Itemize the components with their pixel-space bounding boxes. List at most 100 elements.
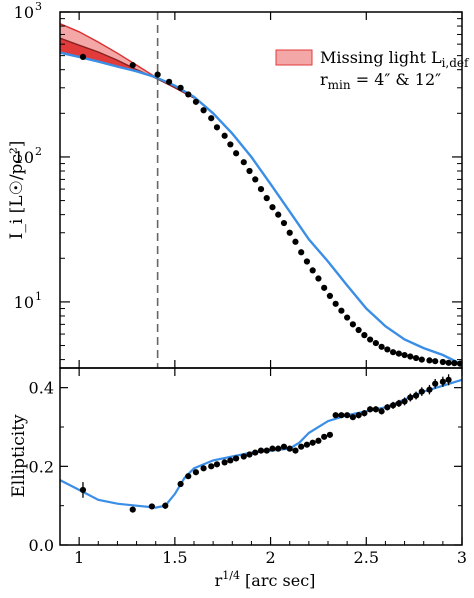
top-data-point <box>213 124 221 131</box>
ellipticity-data-point <box>252 449 259 456</box>
ellipticity-data-point <box>213 461 221 468</box>
top-data-point <box>451 360 458 367</box>
ellipticity-data-point <box>286 445 293 452</box>
bottom-y-tick-label: 0.2 <box>29 457 54 476</box>
ellipticity-data-point <box>338 412 345 419</box>
legend-line2-main: r <box>320 70 328 89</box>
top-data-point <box>445 359 452 366</box>
ellipticity-data-point <box>315 437 322 444</box>
x-axis-label-unit: [arc sec] <box>240 571 315 590</box>
top-data-point <box>185 91 192 98</box>
top-data-point <box>367 336 374 343</box>
legend-line1-main: Missing light L <box>320 48 442 67</box>
top-data-point <box>384 346 391 353</box>
top-data-point <box>269 204 276 211</box>
top-data-point <box>292 238 299 245</box>
top-y-tick-exponent: 3 <box>35 0 42 13</box>
inner-model-line <box>60 37 195 99</box>
ellipticity-data-point <box>321 433 328 440</box>
top-data-point <box>208 115 215 122</box>
top-data-point <box>257 186 265 193</box>
top-data-point <box>280 219 288 227</box>
legend-line-2: rmin = 4″ & 12″ <box>320 70 441 92</box>
top-data-point <box>332 300 339 307</box>
legend-line-1: Missing light Li,def <box>320 48 470 70</box>
x-tick-label: 1 <box>74 548 84 567</box>
ellipticity-data-point <box>275 445 282 452</box>
ellipticity-data-point <box>432 380 439 387</box>
top-data-point <box>407 353 414 360</box>
bottom-plot-frame <box>59 367 463 546</box>
ellipticity-data-point <box>332 412 339 419</box>
ellipticity-data-point <box>269 445 276 452</box>
top-data-point <box>418 356 425 363</box>
ellipticity-data-point <box>246 451 253 458</box>
ellipticity-data-point <box>378 408 385 415</box>
legend: Missing light Li,def rmin = 4″ & 12″ <box>275 48 470 92</box>
x-axis-label-sup: 1/4 <box>222 569 240 582</box>
top-data-point <box>246 167 253 175</box>
top-y-tick-exponent: 1 <box>35 290 42 303</box>
legend-swatch <box>275 49 313 66</box>
bottom-y-axis-label: Ellipticity <box>9 414 29 498</box>
top-data-points <box>79 53 462 367</box>
legend-line2-sub: min <box>328 78 351 92</box>
ellipticity-data-point <box>349 414 356 421</box>
ellipticity-data-point <box>185 473 192 480</box>
ellipticity-model-line <box>60 378 462 509</box>
ellipticity-data-point <box>298 443 305 450</box>
ellipticity-data-point <box>257 447 265 454</box>
ellipticity-data-points <box>79 374 452 513</box>
ellipticity-data-point <box>309 439 316 446</box>
ellipticity-data-point <box>439 378 446 385</box>
ellipticity-data-point <box>355 412 362 419</box>
top-data-point <box>303 258 311 265</box>
ellipticity-data-point <box>303 441 311 448</box>
top-data-point <box>412 354 420 362</box>
top-model-line <box>60 51 462 366</box>
top-data-point <box>275 211 282 218</box>
top-data-point <box>200 107 207 114</box>
top-data-point <box>177 84 184 91</box>
top-data-point <box>166 78 173 85</box>
ellipticity-data-point <box>418 388 425 395</box>
ellipticity-data-point <box>129 506 136 513</box>
ellipticity-data-point <box>445 376 452 383</box>
ellipticity-data-point <box>367 406 374 413</box>
ellipticity-data-point <box>162 502 169 509</box>
top-y-axis-label: I_i [L☉/pc²] <box>7 141 27 240</box>
ellipticity-data-point <box>384 404 391 411</box>
bottom-y-tick-label: 0.4 <box>29 379 54 398</box>
ellipticity-data-point <box>280 443 288 450</box>
top-data-point <box>401 351 408 359</box>
top-data-point <box>233 150 240 157</box>
legend-line2-rest: = 4″ & 12″ <box>351 70 442 89</box>
ellipticity-data-point <box>233 455 240 462</box>
ellipticity-panel: 1 1.5 2 2.5 3 0.0 0.2 0.4 Ellipticity r1/4 [arc… <box>9 367 467 590</box>
legend-line1-sub: i,def <box>442 56 470 70</box>
top-data-point <box>338 307 345 314</box>
ellipticity-data-point <box>292 447 299 454</box>
top-y-tick-label: 10 <box>14 148 34 167</box>
top-data-point <box>309 267 316 274</box>
top-data-point <box>79 53 87 61</box>
ellipticity-data-point <box>426 386 433 393</box>
top-data-point <box>321 284 328 291</box>
ellipticity-data-point <box>79 486 87 494</box>
top-data-point <box>439 358 446 366</box>
top-data-point <box>326 292 334 300</box>
top-y-tick-exponent: 2 <box>35 145 42 158</box>
ellipticity-data-point <box>148 503 155 510</box>
ellipticity-data-point <box>221 459 228 466</box>
top-y-tick-label: 10 <box>14 3 34 22</box>
x-axis-label-main: r <box>215 571 223 590</box>
top-data-point <box>129 62 136 69</box>
ellipticity-data-point <box>177 480 184 488</box>
top-data-point <box>426 357 433 364</box>
ellipticity-data-point <box>407 394 414 401</box>
top-data-point <box>192 98 200 105</box>
top-data-point <box>361 332 368 339</box>
